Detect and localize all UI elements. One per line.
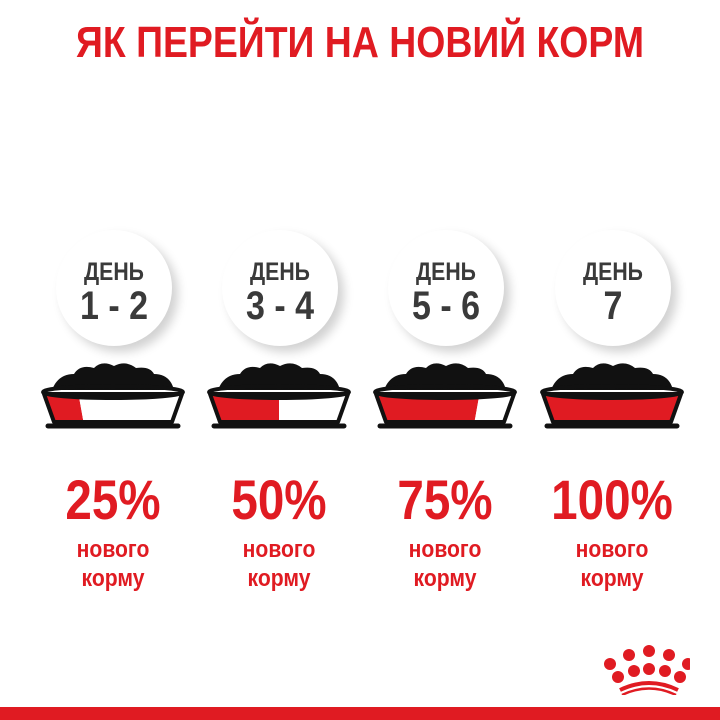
kibble bbox=[52, 363, 174, 390]
food-bowl-icon bbox=[207, 363, 351, 429]
new-food-portion bbox=[543, 394, 681, 422]
old-food-portion bbox=[279, 394, 348, 422]
new-food-portion bbox=[210, 394, 279, 422]
transition-step: ДЕНЬ 1 - 2 25% нового корму bbox=[30, 225, 196, 605]
label-line2: корму bbox=[247, 565, 311, 592]
day-range: 5 - 6 bbox=[411, 284, 481, 328]
bottom-brand-bar bbox=[0, 707, 720, 720]
transition-step: ДЕНЬ 5 - 6 75% нового корму bbox=[362, 225, 528, 605]
percent-value: 25% bbox=[65, 468, 161, 531]
food-bowl-icon bbox=[540, 363, 684, 429]
day-label: ДЕНЬ bbox=[250, 258, 310, 286]
page-title: ЯК ПЕРЕЙТИ НА НОВИЙ КОРМ bbox=[75, 18, 645, 67]
royal-canin-crown-icon bbox=[604, 645, 690, 695]
transition-step: ДЕНЬ 7 100% нового корму bbox=[529, 225, 695, 605]
day-badge: ДЕНЬ 5 - 6 bbox=[388, 230, 504, 346]
kibble bbox=[218, 363, 340, 390]
label-line1: нового bbox=[242, 536, 316, 563]
day-range: 1 - 2 bbox=[79, 284, 149, 328]
day-label: ДЕНЬ bbox=[583, 258, 643, 286]
new-food-portion bbox=[376, 394, 480, 422]
kibble bbox=[384, 363, 506, 390]
percent-value: 50% bbox=[231, 468, 327, 531]
label-line2: корму bbox=[81, 565, 145, 592]
new-food-portion bbox=[44, 394, 84, 422]
day-badge: ДЕНЬ 7 bbox=[555, 230, 671, 346]
label-line1: нового bbox=[408, 536, 482, 563]
day-label: ДЕНЬ bbox=[416, 258, 476, 286]
label-line1: нового bbox=[76, 536, 150, 563]
label-line2: корму bbox=[580, 565, 644, 592]
percent-value: 100% bbox=[551, 468, 673, 531]
day-badge: ДЕНЬ 1 - 2 bbox=[56, 230, 172, 346]
day-range: 3 - 4 bbox=[245, 284, 315, 328]
old-food-portion bbox=[78, 394, 182, 422]
kibble bbox=[551, 363, 673, 390]
day-range: 7 bbox=[603, 284, 623, 328]
day-label: ДЕНЬ bbox=[84, 258, 144, 286]
day-badge: ДЕНЬ 3 - 4 bbox=[222, 230, 338, 346]
food-bowl-icon bbox=[373, 363, 517, 429]
percent-value: 75% bbox=[397, 468, 493, 531]
label-line2: корму bbox=[413, 565, 477, 592]
food-bowl-icon bbox=[41, 363, 185, 429]
label-line1: нового bbox=[575, 536, 649, 563]
old-food-portion bbox=[474, 394, 514, 422]
transition-step: ДЕНЬ 3 - 4 50% нового корму bbox=[196, 225, 362, 605]
